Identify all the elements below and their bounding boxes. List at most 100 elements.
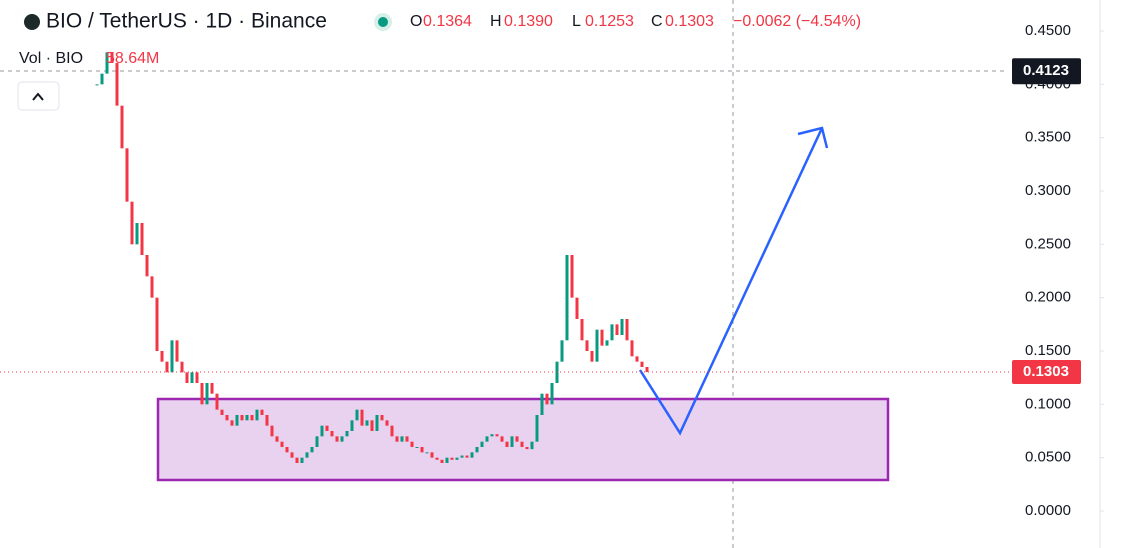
ohlc-label: C xyxy=(651,13,663,30)
candle xyxy=(400,436,404,442)
candle xyxy=(610,324,614,341)
ohlc-value: 0.1303 xyxy=(665,13,714,30)
price-change: −0.0062 (−4.54%) xyxy=(733,13,861,30)
candle xyxy=(260,409,264,415)
candle xyxy=(225,415,229,421)
candle xyxy=(265,415,269,426)
ohlc-value: 0.1390 xyxy=(504,13,553,30)
y-tick-label: 0.1500 xyxy=(1025,342,1071,359)
candle xyxy=(565,255,569,341)
candle xyxy=(320,425,324,437)
candle xyxy=(560,340,564,362)
y-tick-label: 0.0500 xyxy=(1025,449,1071,466)
candle xyxy=(300,457,304,463)
candle xyxy=(550,383,554,405)
candle xyxy=(95,84,99,86)
candle xyxy=(370,420,374,431)
candle xyxy=(230,420,234,426)
candle xyxy=(330,431,334,437)
candle xyxy=(255,409,259,421)
collapse-icon xyxy=(32,92,44,101)
candle xyxy=(280,441,284,447)
candle xyxy=(105,52,109,74)
arrow-head xyxy=(797,126,829,149)
candle xyxy=(575,297,579,319)
candle xyxy=(215,393,219,410)
candle xyxy=(600,329,604,346)
candle xyxy=(580,319,584,341)
candle xyxy=(645,367,649,373)
ohlc-value: 0.1253 xyxy=(585,13,634,30)
last-price-badge xyxy=(1012,360,1081,385)
candle xyxy=(595,329,599,362)
candle xyxy=(635,356,639,362)
candle xyxy=(195,372,199,383)
candle xyxy=(140,223,144,255)
candle xyxy=(510,436,514,447)
candle xyxy=(405,436,409,442)
candle xyxy=(435,457,439,460)
candle xyxy=(410,441,414,447)
candle xyxy=(120,105,124,149)
candle xyxy=(115,63,119,106)
candle xyxy=(535,415,539,442)
symbol-title: BIO / TetherUS · 1D · Binance xyxy=(46,10,327,33)
ohlc-label: H xyxy=(490,13,502,30)
candle xyxy=(540,393,544,415)
volume-value: 58.64M xyxy=(106,50,159,67)
crosshair-badge xyxy=(1012,58,1081,85)
candle xyxy=(385,420,389,426)
y-tick-label: 0.1000 xyxy=(1025,395,1071,412)
candle xyxy=(170,340,174,373)
candle xyxy=(605,340,609,346)
y-tick-label: 0.4500 xyxy=(1025,22,1071,39)
candle xyxy=(310,447,314,453)
candle xyxy=(525,447,529,450)
candle xyxy=(480,441,484,447)
header: BIO / TetherUS · 1D · Binance O 0.1364 H… xyxy=(17,10,861,111)
candle xyxy=(440,459,444,463)
symbol-icon xyxy=(24,14,40,30)
y-tick-label: 0.3500 xyxy=(1025,129,1071,146)
candle xyxy=(295,457,299,463)
candle xyxy=(495,434,499,437)
candle xyxy=(125,148,129,202)
candle xyxy=(515,436,519,442)
ohlc-label: L xyxy=(572,13,581,30)
candle xyxy=(450,457,454,460)
candle xyxy=(570,255,574,298)
status-dot xyxy=(378,17,388,27)
candle xyxy=(390,425,394,437)
y-tick-label: 0.2500 xyxy=(1025,235,1071,252)
projection-arrow xyxy=(638,127,824,436)
candle xyxy=(335,436,339,442)
candle xyxy=(240,415,244,421)
candle xyxy=(375,415,379,431)
candle xyxy=(455,457,459,460)
candle xyxy=(445,457,449,463)
candle xyxy=(285,447,289,453)
candle xyxy=(360,409,364,426)
candle xyxy=(520,441,524,447)
candle xyxy=(585,340,589,351)
candle xyxy=(545,393,549,405)
candle xyxy=(505,441,509,447)
candle xyxy=(615,324,619,335)
candle xyxy=(325,425,329,431)
candle xyxy=(380,415,384,421)
y-tick-label: 0.2000 xyxy=(1025,289,1071,306)
candle xyxy=(155,297,159,351)
candle xyxy=(340,436,344,442)
candle xyxy=(395,436,399,442)
candle xyxy=(425,452,429,454)
range-box xyxy=(156,397,890,482)
candle xyxy=(415,447,419,448)
candle xyxy=(355,409,359,421)
candle xyxy=(350,420,354,431)
candle xyxy=(235,415,239,426)
candle xyxy=(175,340,179,362)
y-tick-label: 0.3000 xyxy=(1025,182,1071,199)
candle xyxy=(475,447,479,453)
candle xyxy=(150,276,154,298)
candle xyxy=(345,431,349,437)
